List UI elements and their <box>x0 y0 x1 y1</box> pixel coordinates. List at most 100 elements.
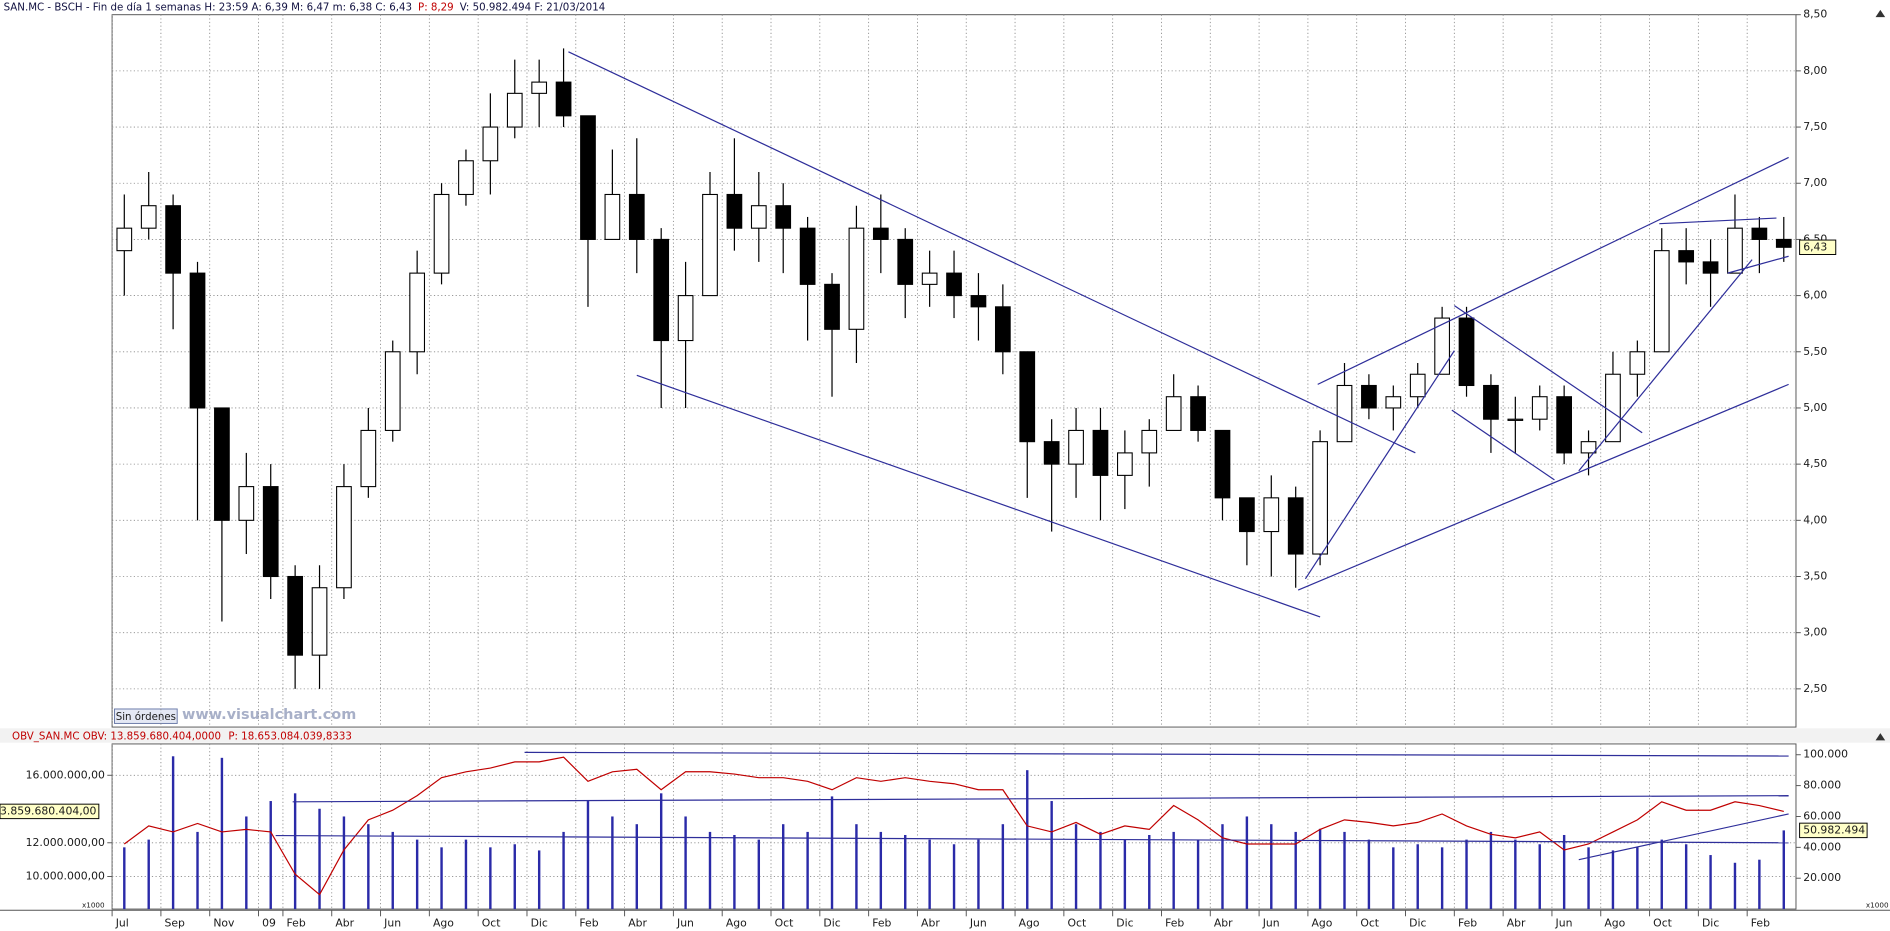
obv-header-bar <box>0 728 1890 743</box>
candle-body <box>189 272 206 409</box>
volume-bar <box>977 839 980 910</box>
candle-body <box>1068 429 1084 465</box>
candle-body <box>531 81 548 94</box>
scroll-arrow[interactable] <box>1875 9 1886 18</box>
y2-tick-label: 60.000 <box>1803 809 1841 822</box>
y-tick-label: 5,00 <box>1803 401 1827 414</box>
candle-body <box>1531 396 1548 420</box>
volume-bar <box>1684 844 1688 910</box>
candle-body <box>384 351 401 431</box>
trend-line <box>524 751 1789 757</box>
volume-bar <box>952 844 956 910</box>
candle-body <box>1312 441 1328 555</box>
candle-body <box>1727 227 1743 274</box>
y2-tick-label: 20.000 <box>1803 871 1841 884</box>
volume-bar <box>1050 801 1053 910</box>
x-tick-label: Ago <box>726 917 747 930</box>
x-tick-label: Feb <box>579 917 598 930</box>
volume-bar <box>1514 839 1517 910</box>
x-tick-label: Abr <box>1214 917 1233 930</box>
trend-line <box>1297 383 1789 591</box>
volume-bar <box>464 839 468 910</box>
trend-line <box>1317 156 1789 385</box>
y-tick-label: 7,50 <box>1803 120 1827 133</box>
volume-bar <box>904 834 907 910</box>
candle-body <box>116 227 133 252</box>
candle-body <box>1385 396 1402 409</box>
candle-body <box>921 272 938 285</box>
x-tick-label: Nov <box>213 917 235 930</box>
x-tick-label: Abr <box>628 917 647 930</box>
candle-body <box>1263 497 1280 533</box>
x-tick-label: Ago <box>1604 917 1625 930</box>
volume-bar <box>708 831 712 910</box>
volume-bar <box>855 824 858 910</box>
candle-body <box>1507 418 1524 421</box>
candle-body <box>848 227 865 330</box>
volume-bar <box>440 847 443 910</box>
volume-bar <box>147 839 150 910</box>
candle-body <box>336 486 352 589</box>
candle-body <box>1409 373 1426 398</box>
volume-bar <box>1489 831 1493 910</box>
volume-bar <box>1636 847 1639 910</box>
y-tick-label: 4,00 <box>1803 513 1827 526</box>
trend-line <box>1578 259 1753 472</box>
candle-body <box>458 160 474 196</box>
candle-body <box>1775 238 1792 248</box>
scroll-arrow[interactable] <box>1875 733 1886 741</box>
candle-body <box>1483 384 1499 420</box>
trend-line <box>636 374 1321 618</box>
y2-tick-label: 80.000 <box>1803 779 1841 792</box>
candle-body <box>1751 227 1768 240</box>
x-tick-label: Ago <box>433 917 454 930</box>
candle-body <box>1287 497 1304 555</box>
candle-body <box>799 227 816 285</box>
volume-bar <box>269 801 272 910</box>
volume-bar <box>1172 831 1175 910</box>
last-price-label: 6,43 <box>1803 240 1827 253</box>
trend-line <box>1304 350 1455 580</box>
volume-bar <box>1440 847 1444 910</box>
candle-body <box>897 238 914 285</box>
last-volume-label: 50.982.494 <box>1803 823 1865 836</box>
candle-body <box>262 486 279 578</box>
candle-body <box>214 407 230 521</box>
orders-button[interactable]: Sin órdenes <box>114 708 178 724</box>
x-tick-label: Jul <box>115 917 129 930</box>
x-tick-label: Oct <box>1360 917 1379 930</box>
candle-body <box>506 92 523 128</box>
volume-bar <box>513 844 516 910</box>
volume-bar <box>342 816 346 910</box>
x-tick-label: Dic <box>531 917 548 930</box>
candle-body <box>677 295 694 342</box>
candle-body <box>1458 317 1475 387</box>
x-tick-label: Ago <box>1019 917 1040 930</box>
trend-line <box>1454 305 1643 434</box>
volume-bar <box>806 831 809 910</box>
volume-bar <box>1782 830 1785 910</box>
volume-bar <box>1148 834 1151 910</box>
trend-line <box>275 834 1789 844</box>
x-tick-label: Oct <box>482 917 501 930</box>
candle-body <box>946 272 962 297</box>
button-label[interactable]: Sin órdenes <box>116 711 176 723</box>
volume-bar <box>1709 855 1712 910</box>
volume-bar <box>1538 844 1541 910</box>
candle-body <box>1019 351 1036 443</box>
candle-body <box>1214 429 1231 499</box>
volume-bar <box>415 839 419 910</box>
trend-line <box>1578 813 1789 861</box>
candle-body <box>482 126 499 162</box>
y-tick-label: 7,00 <box>1803 176 1827 189</box>
candle-body <box>140 205 157 229</box>
x-tick-label: Oct <box>1067 917 1086 930</box>
x-tick-label: Dic <box>823 917 840 930</box>
y-tick-label: 12.000.000,00 <box>26 836 105 849</box>
candle-body <box>1117 452 1133 476</box>
y-tick-label: 8,50 <box>1803 8 1827 21</box>
button-box[interactable] <box>114 708 178 724</box>
y-tick-label: 4,50 <box>1803 457 1827 470</box>
